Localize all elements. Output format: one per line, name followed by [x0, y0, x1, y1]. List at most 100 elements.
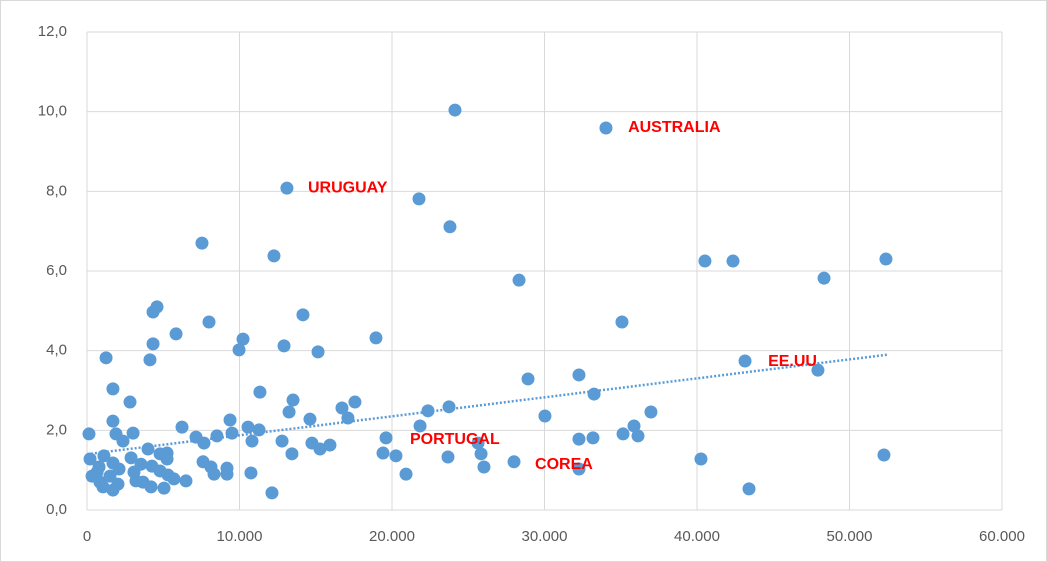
y-tick-label: 12,0: [38, 23, 67, 40]
point: [179, 474, 193, 488]
point: [586, 431, 600, 445]
point: [538, 409, 552, 423]
point: [244, 466, 258, 480]
point: [112, 462, 126, 476]
point: [631, 429, 645, 443]
y-tick-label: 2,0: [46, 421, 67, 438]
x-tick-label: 30.000: [522, 528, 568, 545]
annotation: EE.UU: [768, 353, 817, 370]
y-tick-label: 6,0: [46, 262, 67, 279]
point: [99, 351, 113, 365]
point: [341, 411, 355, 425]
annotation: AUSTRALIA: [628, 119, 721, 136]
point: [126, 426, 140, 440]
y-tick-label: 4,0: [46, 342, 67, 359]
point: [146, 337, 160, 351]
point: [442, 400, 456, 414]
point: [335, 401, 349, 415]
point: [348, 395, 362, 409]
point: [202, 315, 216, 329]
point: [232, 343, 246, 357]
point: [443, 220, 457, 234]
point: [167, 472, 181, 486]
point: [811, 363, 825, 377]
x-tick-label: 60.000: [979, 528, 1025, 545]
annotation: COREA: [535, 456, 593, 473]
point: [236, 332, 250, 346]
point: [512, 273, 526, 287]
point: [286, 393, 300, 407]
y-tick-label: 0,0: [46, 501, 67, 518]
trendline: [86, 353, 888, 456]
point: [141, 442, 155, 456]
point: [507, 455, 521, 469]
point: [144, 480, 158, 494]
point: [413, 419, 427, 433]
point: [280, 181, 294, 195]
point: [471, 436, 485, 450]
point: [879, 252, 893, 266]
point: [616, 427, 630, 441]
point: [116, 434, 130, 448]
point: [323, 438, 337, 452]
point: [160, 452, 174, 466]
point: [106, 414, 120, 428]
point: [694, 452, 708, 466]
x-tick-label: 50.000: [827, 528, 873, 545]
point: [572, 462, 586, 476]
point: [106, 483, 120, 497]
point: [277, 339, 291, 353]
x-tick-label: 40.000: [674, 528, 720, 545]
point: [157, 481, 171, 495]
x-tick-label: 20.000: [369, 528, 415, 545]
point: [877, 448, 891, 462]
point: [296, 308, 310, 322]
point: [241, 420, 255, 434]
point: [311, 345, 325, 359]
point: [421, 404, 435, 418]
y-tick-label: 8,0: [46, 182, 67, 199]
point: [521, 372, 535, 386]
point: [389, 449, 403, 463]
point: [599, 121, 613, 135]
point: [275, 434, 289, 448]
point: [313, 442, 327, 456]
point: [123, 395, 137, 409]
point: [441, 450, 455, 464]
point: [223, 413, 237, 427]
point: [477, 460, 491, 474]
point: [169, 327, 183, 341]
point: [143, 353, 157, 367]
point: [412, 192, 426, 206]
point: [448, 103, 462, 117]
point: [197, 436, 211, 450]
point: [106, 382, 120, 396]
point: [83, 452, 97, 466]
point: [644, 405, 658, 419]
point: [96, 480, 110, 494]
point: [742, 482, 756, 496]
point: [698, 254, 712, 268]
point: [245, 434, 259, 448]
point: [82, 427, 96, 441]
x-tick-label: 10.000: [217, 528, 263, 545]
point: [376, 446, 390, 460]
point: [399, 467, 413, 481]
point: [103, 469, 117, 483]
point: [587, 387, 601, 401]
point: [253, 385, 267, 399]
point: [615, 315, 629, 329]
point: [627, 419, 641, 433]
point: [207, 467, 221, 481]
point: [474, 447, 488, 461]
point: [124, 451, 138, 465]
point: [265, 486, 279, 500]
point: [282, 405, 296, 419]
annotation: URUGUAY: [308, 179, 388, 196]
point: [175, 420, 189, 434]
point: [379, 431, 393, 445]
x-tick-label: 0: [83, 528, 91, 545]
point: [195, 236, 209, 250]
point: [220, 467, 234, 481]
point: [817, 271, 831, 285]
